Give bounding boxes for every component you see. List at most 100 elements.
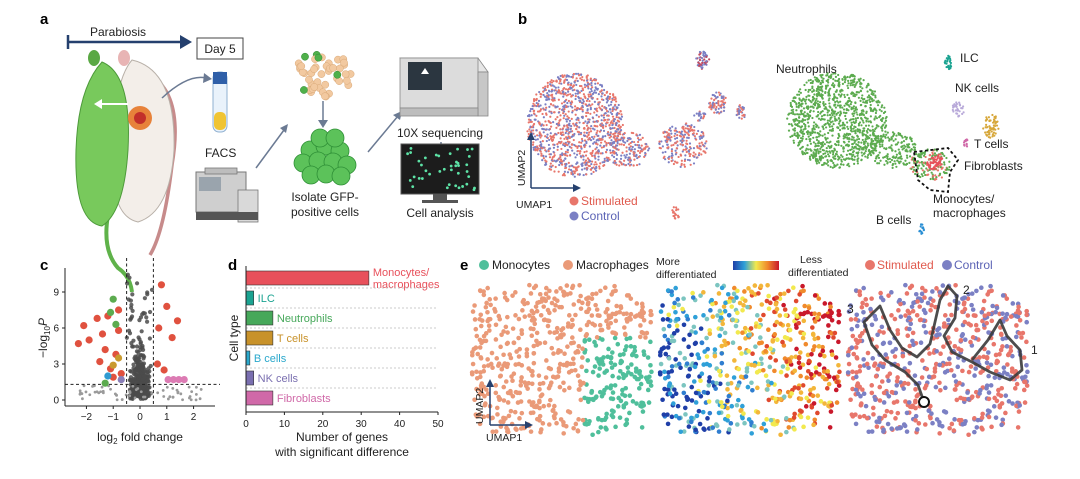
umap-cell-point (811, 130, 813, 132)
bar-category-label: Monocytes/ (373, 267, 430, 279)
umap-cell-point (870, 104, 872, 106)
umap-cell-point (838, 81, 840, 83)
umap-e-point (630, 353, 635, 358)
umap-e-point (557, 305, 562, 310)
umap-cell-point (684, 160, 686, 162)
umap-e-point (713, 347, 718, 352)
umap-cell-point (815, 115, 817, 117)
umap-cell-point (607, 95, 609, 97)
umap-cell-point (670, 144, 672, 146)
umap-cell-point (827, 153, 829, 155)
umap-cell-point (642, 148, 644, 150)
umap-e-point (531, 400, 536, 405)
volcano-nonsig-point (88, 393, 91, 396)
umap-cell-point (595, 169, 597, 171)
umap-cell-point (618, 143, 620, 145)
umap-cell-point (600, 139, 602, 141)
umap-cell-point (837, 133, 839, 135)
umap-cell-point (616, 122, 618, 124)
umap-cell-point (608, 159, 610, 161)
umap-cell-point (715, 109, 717, 111)
umap-cell-point (808, 79, 810, 81)
umap-cell-point (578, 126, 580, 128)
umap-e-point (608, 386, 613, 391)
umap-cell-point (563, 110, 565, 112)
umap-e-point (764, 417, 769, 422)
volcano-nonsig-point (167, 398, 170, 401)
umap-cell-point (878, 162, 880, 164)
umap-cell-point (566, 74, 568, 76)
umap-cell-point (859, 131, 861, 133)
umap-cell-point (675, 209, 677, 211)
umap-e-point (576, 417, 581, 422)
umap-cell-point (895, 138, 897, 140)
umap-cell-point (676, 137, 678, 139)
umap-cell-point (794, 97, 796, 99)
umap-cell-point (700, 114, 702, 116)
umap-cell-point (589, 91, 591, 93)
more-diff-line1: More (656, 256, 680, 268)
umap-cell-point (700, 148, 702, 150)
umap-cell-point (620, 162, 622, 164)
umap-cell-point (534, 119, 536, 121)
umap-cell-point (845, 118, 847, 120)
umap-e-point (537, 387, 542, 392)
umap-cell-point (559, 155, 561, 157)
umap-cell-point (788, 130, 790, 132)
bar-x-tick-label: 10 (279, 419, 291, 430)
umap-cell-point (599, 124, 601, 126)
umap-cell-point (833, 93, 835, 95)
umap-cell-point (616, 107, 618, 109)
umap-cell-point (898, 148, 900, 150)
volcano-nonsig-point (135, 281, 139, 285)
umap-cell-point (827, 94, 829, 96)
volcano-nonsig-point (91, 385, 94, 388)
umap-cell-point (823, 149, 825, 151)
umap-cell-point (847, 87, 849, 89)
umap-cell-point (941, 176, 943, 178)
umap-cell-point (529, 131, 531, 133)
umap-cell-point (589, 137, 591, 139)
umap-e-point (471, 362, 476, 367)
umap-cell-point (931, 157, 933, 159)
umap-cell-point (591, 136, 593, 138)
umap-cell-point (799, 148, 801, 150)
umap-cell-point (559, 114, 561, 116)
umap-cell-point (887, 158, 889, 160)
umap-cell-point (832, 167, 834, 169)
volcano-nonsig-point (135, 388, 138, 391)
umap-cell-point (813, 110, 815, 112)
umap-cell-point (848, 137, 850, 139)
umap-e-point (714, 422, 719, 427)
umap-cell-point (690, 147, 692, 149)
umap-cell-point (843, 126, 845, 128)
umap-cell-point (624, 132, 626, 134)
umap-cell-point (689, 155, 691, 157)
umap-e-point (538, 292, 543, 297)
umap-e-point (587, 320, 592, 325)
umap-cell-point (899, 133, 901, 135)
umap-cell-point (723, 98, 725, 100)
umap-cell-point (798, 125, 800, 127)
umap-cell-point (562, 91, 564, 93)
umap-cell-point (812, 157, 814, 159)
umap-cell-point (555, 87, 557, 89)
umap-cell-point (856, 113, 858, 115)
umap-cell-point (892, 164, 894, 166)
umap-cell-point (743, 114, 745, 116)
umap-e-point (609, 292, 614, 297)
umap-cell-point (826, 141, 828, 143)
umap-cell-point (870, 115, 872, 117)
umap-cell-point (723, 106, 725, 108)
umap-cell-point (843, 94, 845, 96)
umap-cell-point (844, 115, 846, 117)
umap-cell-point (595, 166, 597, 168)
umap-cell-point (616, 114, 618, 116)
umap-cell-point (599, 167, 601, 169)
umap-e-point (804, 396, 809, 401)
umap-cell-point (586, 77, 588, 79)
umap-cell-point (850, 122, 852, 124)
umap-e-point (473, 317, 478, 322)
umap-cell-point (532, 144, 534, 146)
umap-cell-point (540, 153, 542, 155)
